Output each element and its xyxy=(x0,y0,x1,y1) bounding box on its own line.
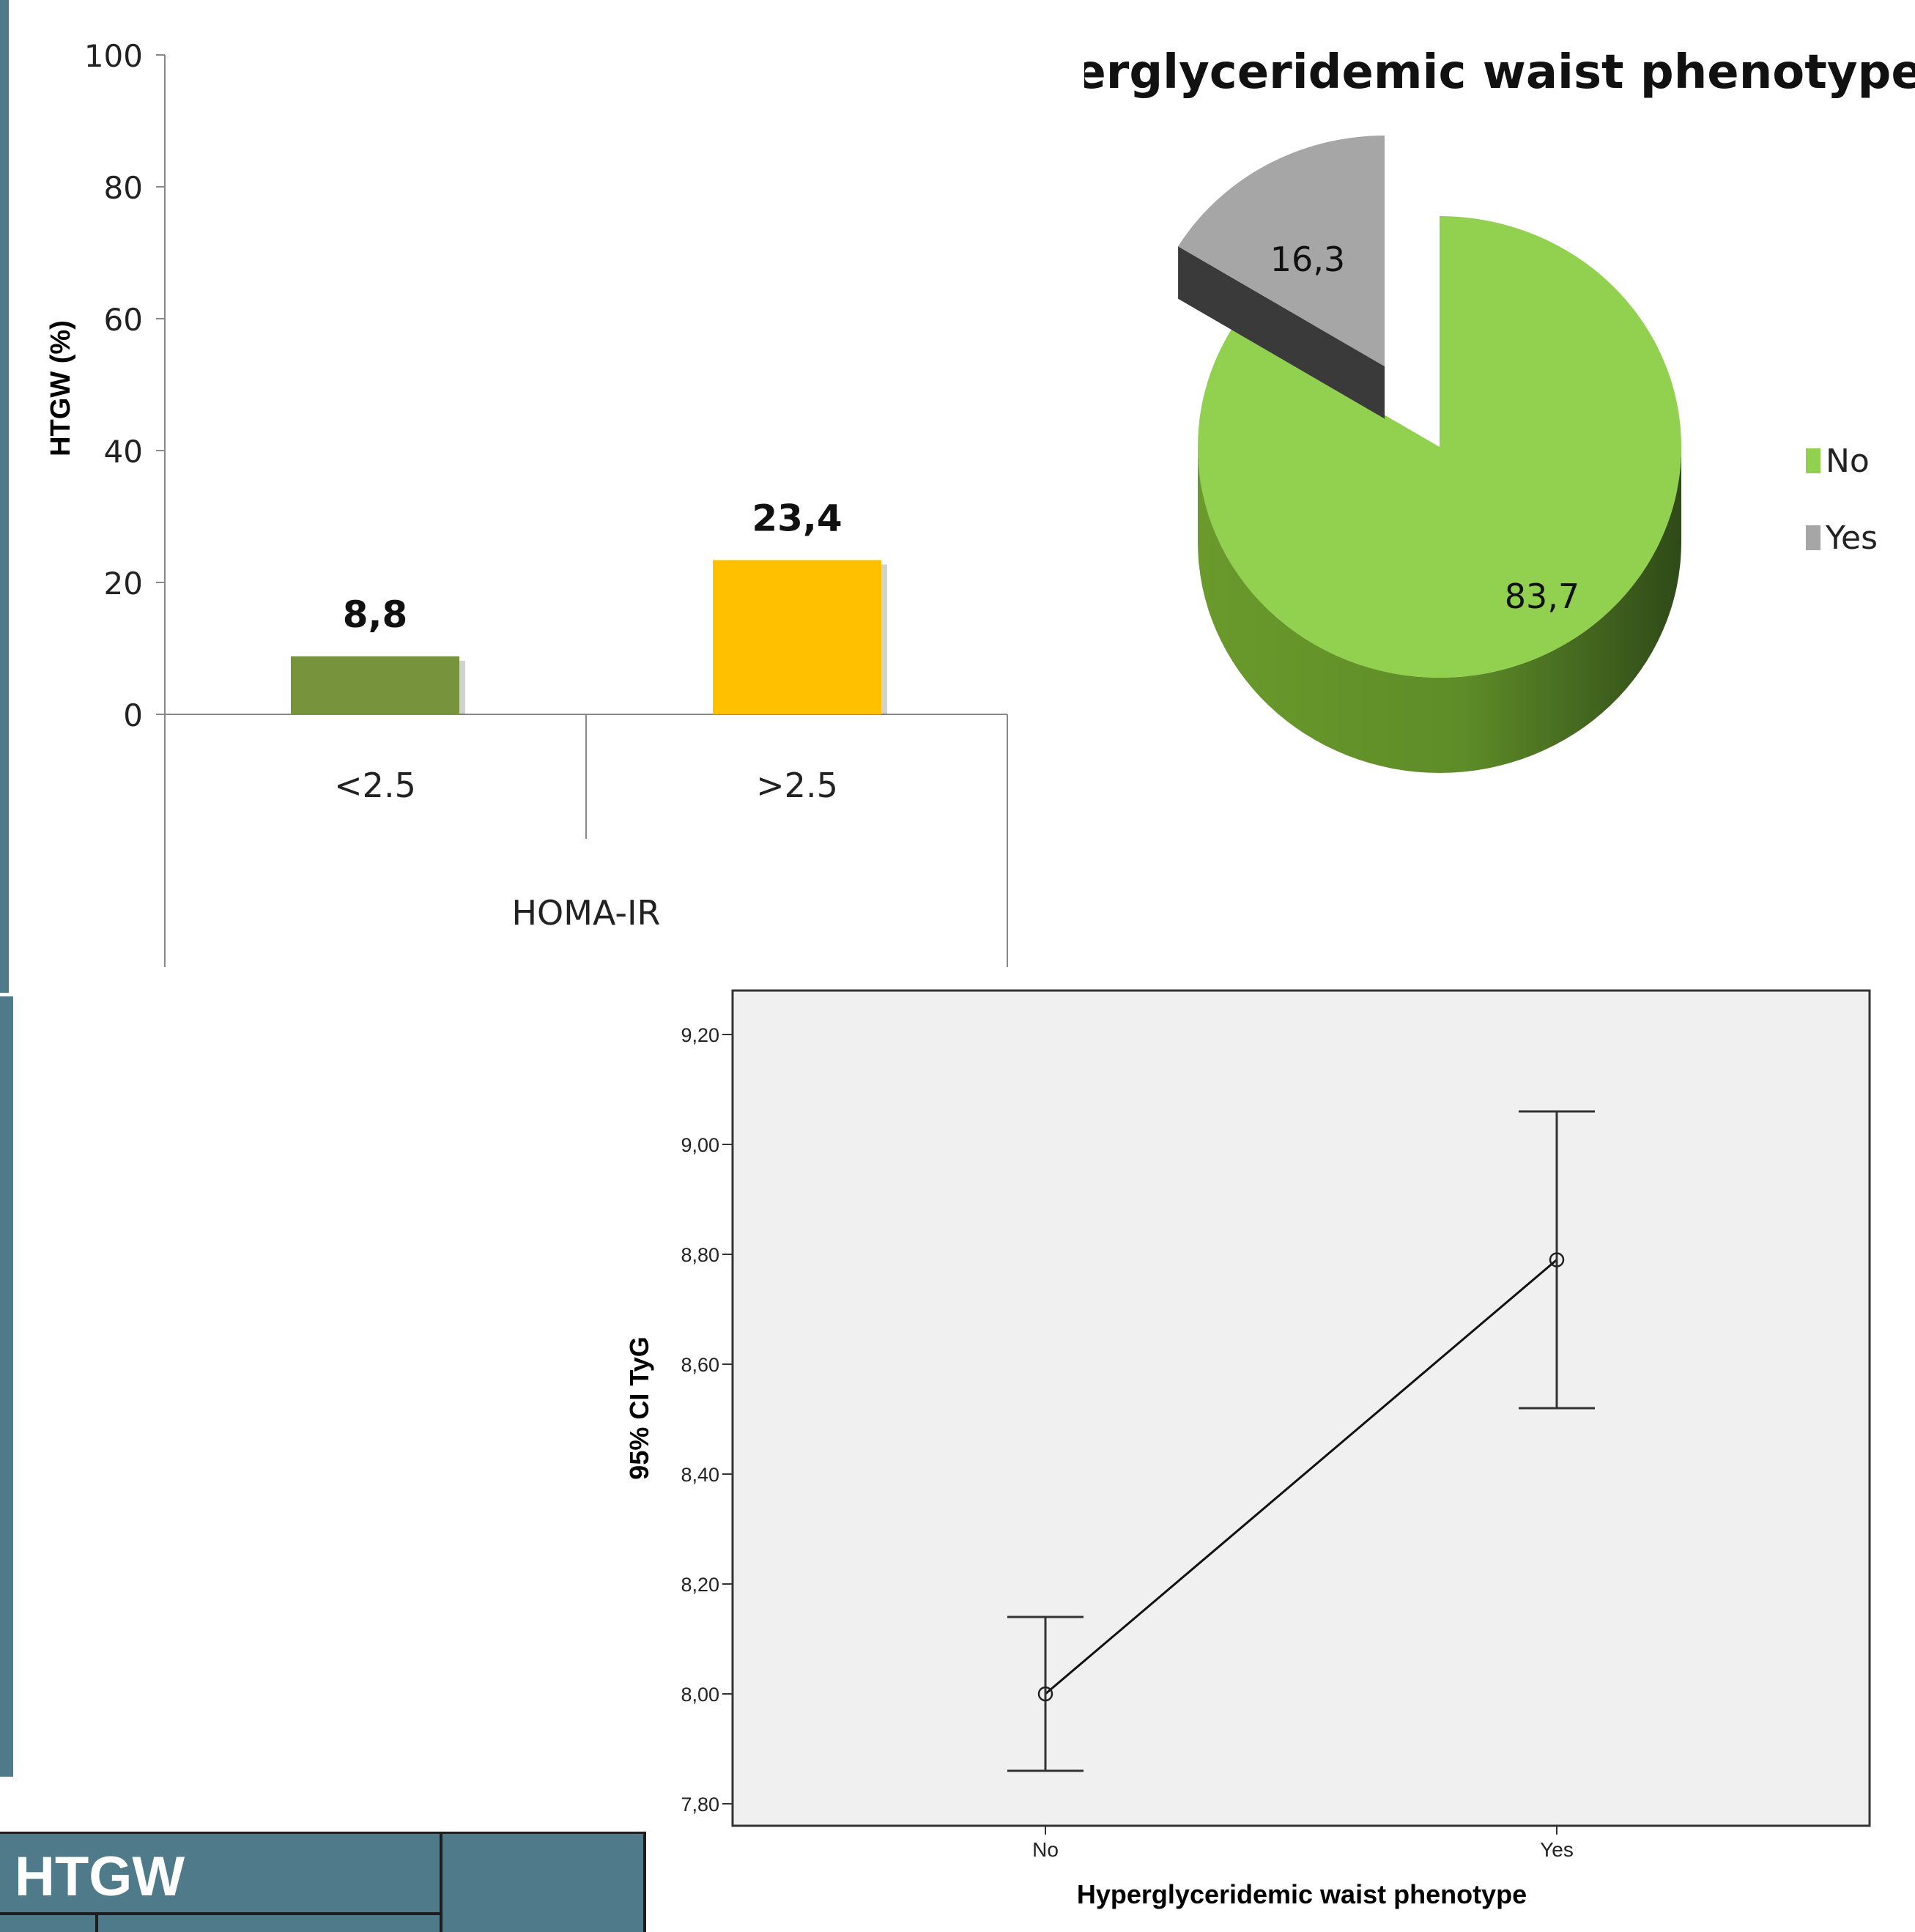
bar-y-axis-label: HTGW (%) xyxy=(45,320,76,456)
table-border xyxy=(0,1832,646,1834)
pie-slice-side-no xyxy=(1198,447,1681,773)
error-y-tick-label: 9,20 xyxy=(681,1024,719,1046)
error-y-tick-label: 8,00 xyxy=(681,1684,719,1706)
bar-y-tick-label: 60 xyxy=(104,302,143,338)
table-header-cell xyxy=(0,1832,646,1932)
error-y-tick-label: 8,60 xyxy=(681,1354,719,1376)
error-y-tick-label: 8,20 xyxy=(681,1574,719,1596)
mean-connector-line xyxy=(1045,1259,1557,1695)
bar-y-tick-label: 20 xyxy=(104,566,143,602)
pie-slice-no xyxy=(1198,216,1681,678)
bar-x-axis-label: HOMA-IR xyxy=(511,893,660,933)
legend-label: Yes xyxy=(1825,519,1878,557)
table-header-label: HTGW xyxy=(15,1846,185,1908)
pie-data-label-no: 83,7 xyxy=(1505,577,1579,616)
legend-swatch xyxy=(1806,525,1820,550)
bar xyxy=(713,560,881,714)
bar-y-tick-label: 100 xyxy=(84,38,143,74)
pie-title: Hyperglyceridemic waist phenotype xyxy=(1084,45,1915,100)
pie-chart: Hyperglyceridemic waist phenotype 83,7 16… xyxy=(1084,45,1915,773)
error-y-tick-label: 8,40 xyxy=(681,1464,719,1486)
pie-slice-yes xyxy=(1178,136,1385,366)
mean-point xyxy=(1037,1686,1053,1702)
bar-x-tick-label: <2.5 xyxy=(334,766,416,805)
bar-y-tick-label: 0 xyxy=(123,697,143,733)
error-x-axis-label: Hyperglyceridemic waist phenotype xyxy=(1077,1879,1527,1909)
error-bar-chart: 7,80 8,00 8,20 8,40 8,60 8,80 9,00 9,20 No Yes 9… xyxy=(624,989,1871,1909)
table-border xyxy=(643,1832,646,1932)
pie-slice-side-yes xyxy=(1178,246,1385,419)
bar-chart: 0 20 40 60 80 100 8,8 23,4 <2.5 >2.5 HTGW (%) H… xyxy=(45,38,1008,967)
mean-point xyxy=(1549,1252,1565,1267)
bar-x-tick-label: >2.5 xyxy=(756,766,838,805)
bar-data-label: 8,8 xyxy=(343,593,408,636)
table-divider xyxy=(95,1912,98,1932)
bar-data-label: 23,4 xyxy=(752,497,842,539)
plot-area xyxy=(731,989,1871,1827)
table-divider xyxy=(440,1832,442,1932)
side-accent-strip xyxy=(0,996,13,1777)
legend-label: No xyxy=(1826,443,1870,480)
bar-y-tick-label: 80 xyxy=(104,170,143,206)
side-accent-strip xyxy=(0,0,9,993)
error-x-tick-label: Yes xyxy=(1540,1838,1574,1861)
error-x-tick-label: No xyxy=(1032,1838,1059,1861)
pie-legend: No Yes xyxy=(1806,443,1878,557)
table-divider xyxy=(0,1912,442,1915)
bar-y-tick-label: 40 xyxy=(104,434,143,470)
error-y-tick-label: 9,00 xyxy=(681,1134,719,1156)
error-y-axis-label: 95% CI TyG xyxy=(624,1336,654,1479)
error-y-tick-label: 8,80 xyxy=(681,1244,719,1266)
bar xyxy=(291,656,459,714)
legend-swatch xyxy=(1806,448,1820,473)
pie-data-label-yes: 16,3 xyxy=(1270,240,1345,279)
error-y-tick-label: 7,80 xyxy=(681,1794,719,1816)
